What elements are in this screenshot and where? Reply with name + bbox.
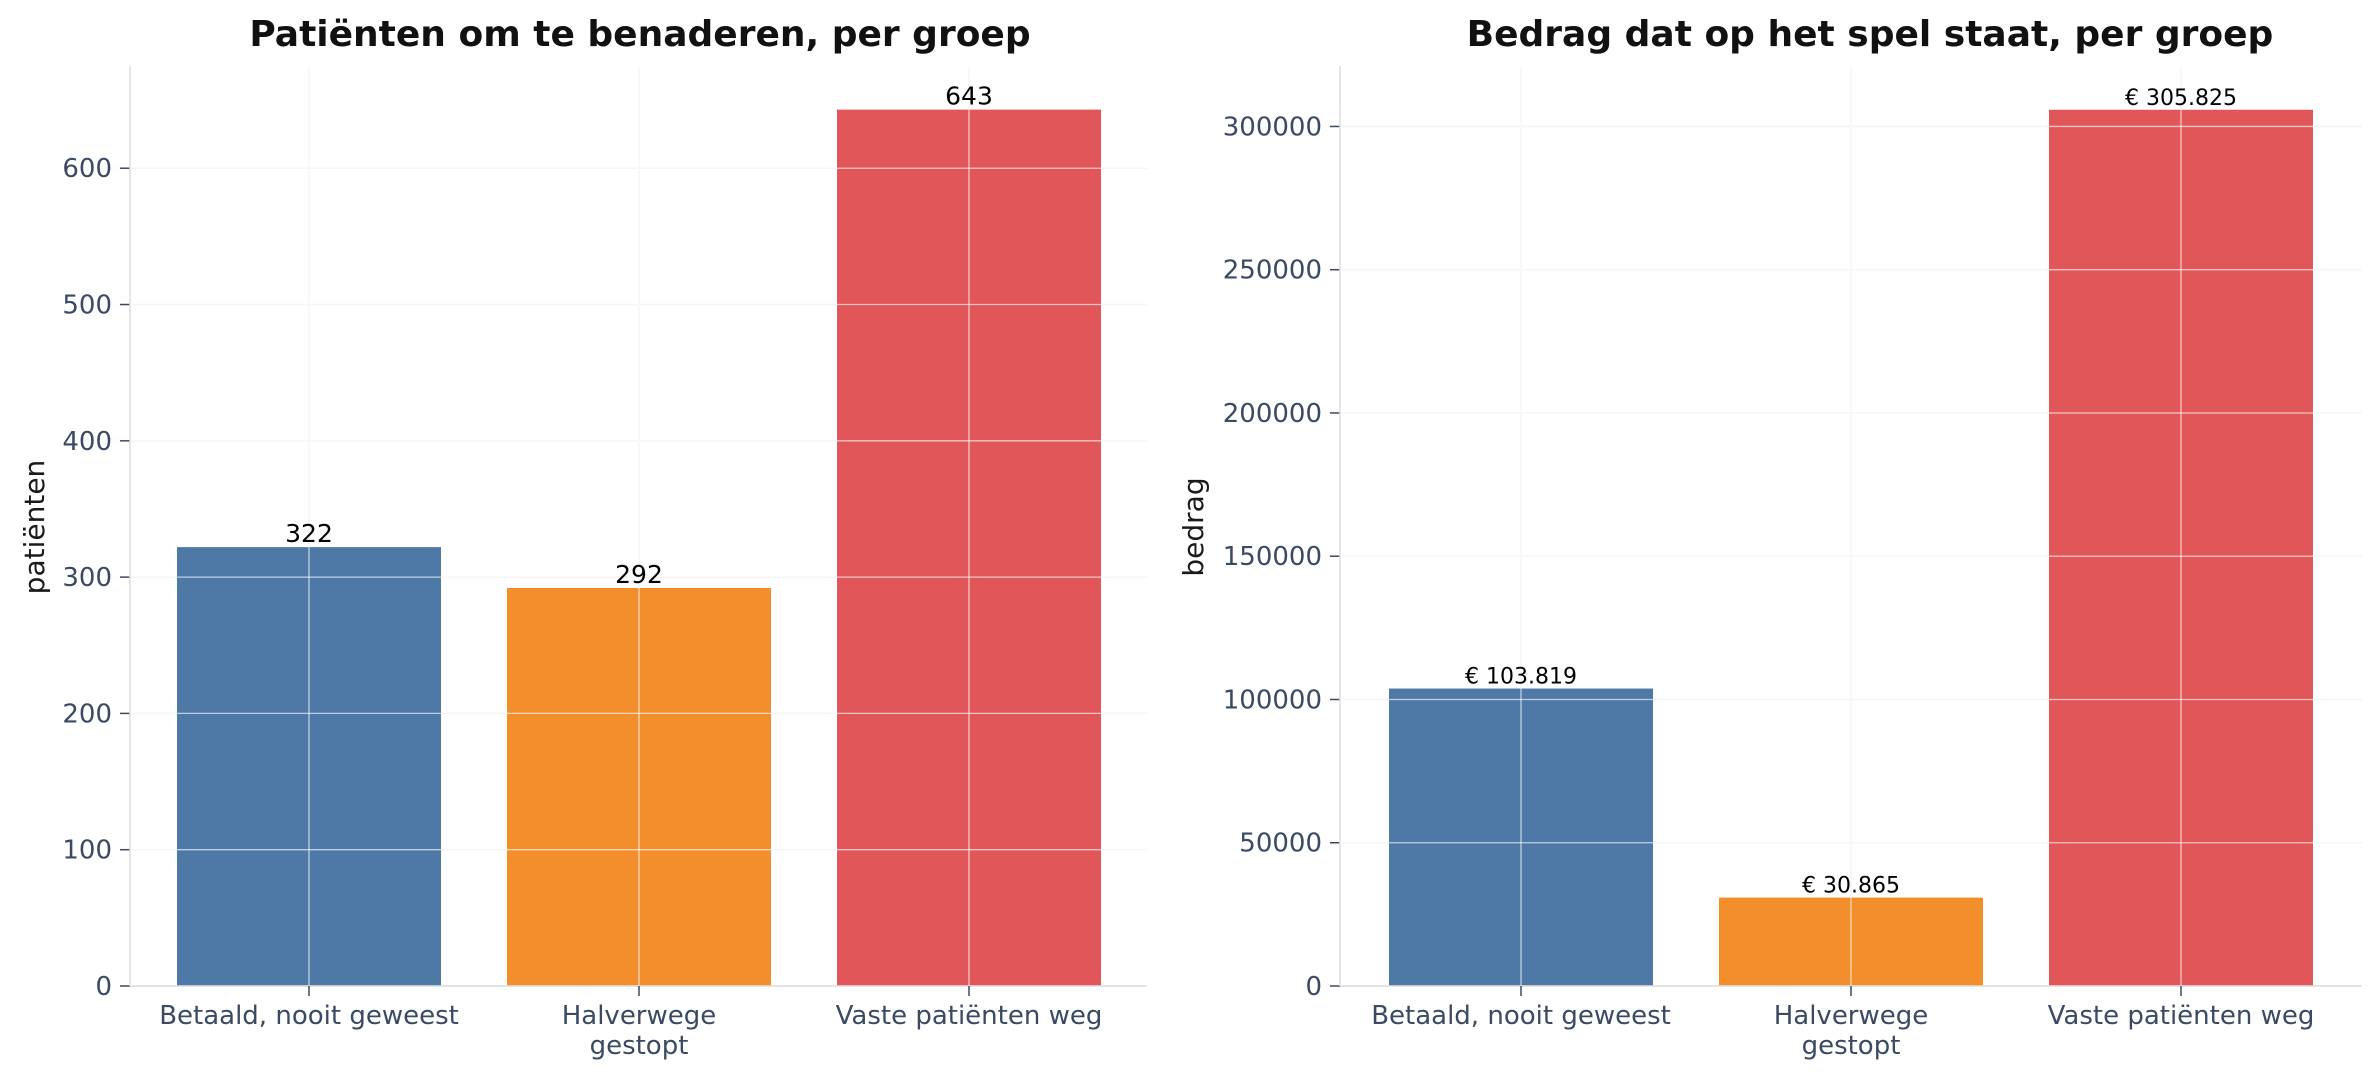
data-label: € 103.819: [1465, 665, 1577, 690]
y-tick-label: 0: [95, 972, 112, 1002]
data-label: € 305.825: [2125, 86, 2237, 111]
data-label: 643: [945, 82, 993, 111]
chart-title: Patiënten om te benaderen, per groep: [249, 14, 1030, 55]
x-tick-label-line: Vaste patiënten weg: [836, 1001, 1103, 1031]
x-tick-label-line: Halverwege: [562, 1001, 717, 1031]
amount-chart: Bedrag dat op het spel staat, per groep …: [1177, 14, 2362, 1061]
y-axis-label: patiënten: [18, 460, 51, 595]
x-tick-label-line: gestopt: [590, 1031, 689, 1061]
y-tick-label: 300: [62, 563, 112, 593]
data-label: 322: [285, 519, 333, 548]
chart-title: Bedrag dat op het spel staat, per groep: [1467, 14, 2274, 55]
x-tick-label-line: Halverwege: [1774, 1001, 1929, 1031]
data-labels: 322 292 643: [285, 82, 993, 589]
y-tick-label: 250000: [1223, 256, 1322, 286]
y-tick-label: 50000: [1239, 829, 1322, 859]
data-labels: € 103.819 € 30.865 € 305.825: [1465, 86, 2237, 899]
x-tick-label: Betaald, nooit geweest: [1371, 1001, 1671, 1031]
data-label: € 30.865: [1802, 874, 1900, 899]
x-tick-label: Halverwege gestopt: [1774, 1001, 1929, 1061]
x-tick-label-line: Vaste patiënten weg: [2048, 1001, 2315, 1031]
x-tick-label: Halverwege gestopt: [562, 1001, 717, 1061]
y-tick-label: 100000: [1223, 685, 1322, 715]
x-tick-label-line: Betaald, nooit geweest: [1371, 1001, 1671, 1031]
y-tick-label: 300000: [1223, 112, 1322, 142]
x-tick-label: Vaste patiënten weg: [836, 1001, 1103, 1031]
y-tick-label: 100: [62, 836, 112, 866]
y-tick-label: 400: [62, 427, 112, 457]
y-tick-label: 150000: [1223, 542, 1322, 572]
x-tick-label: Betaald, nooit geweest: [159, 1001, 459, 1031]
x-tick-label-line: Betaald, nooit geweest: [159, 1001, 459, 1031]
axes: 0 100 200 300 400 500 600 Betaald, nooit gewees…: [62, 66, 1147, 1061]
y-axis-label: bedrag: [1177, 477, 1210, 576]
patients-chart: Patiënten om te benaderen, per groep 0 10…: [18, 14, 1147, 1061]
x-tick-label-line: gestopt: [1802, 1031, 1901, 1061]
y-tick-label: 200000: [1223, 399, 1322, 429]
y-tick-label: 200: [62, 699, 112, 729]
y-tick-label: 500: [62, 291, 112, 321]
x-tick-label: Vaste patiënten weg: [2048, 1001, 2315, 1031]
gridlines-overlay: [130, 66, 1147, 987]
y-tick-label: 0: [1305, 972, 1322, 1002]
y-tick-label: 600: [62, 154, 112, 184]
data-label: 292: [615, 560, 663, 589]
gridlines-overlay: [1340, 66, 2362, 987]
axes: 0 50000 100000 150000 200000 250000 300000 Beta…: [1223, 66, 2362, 1061]
